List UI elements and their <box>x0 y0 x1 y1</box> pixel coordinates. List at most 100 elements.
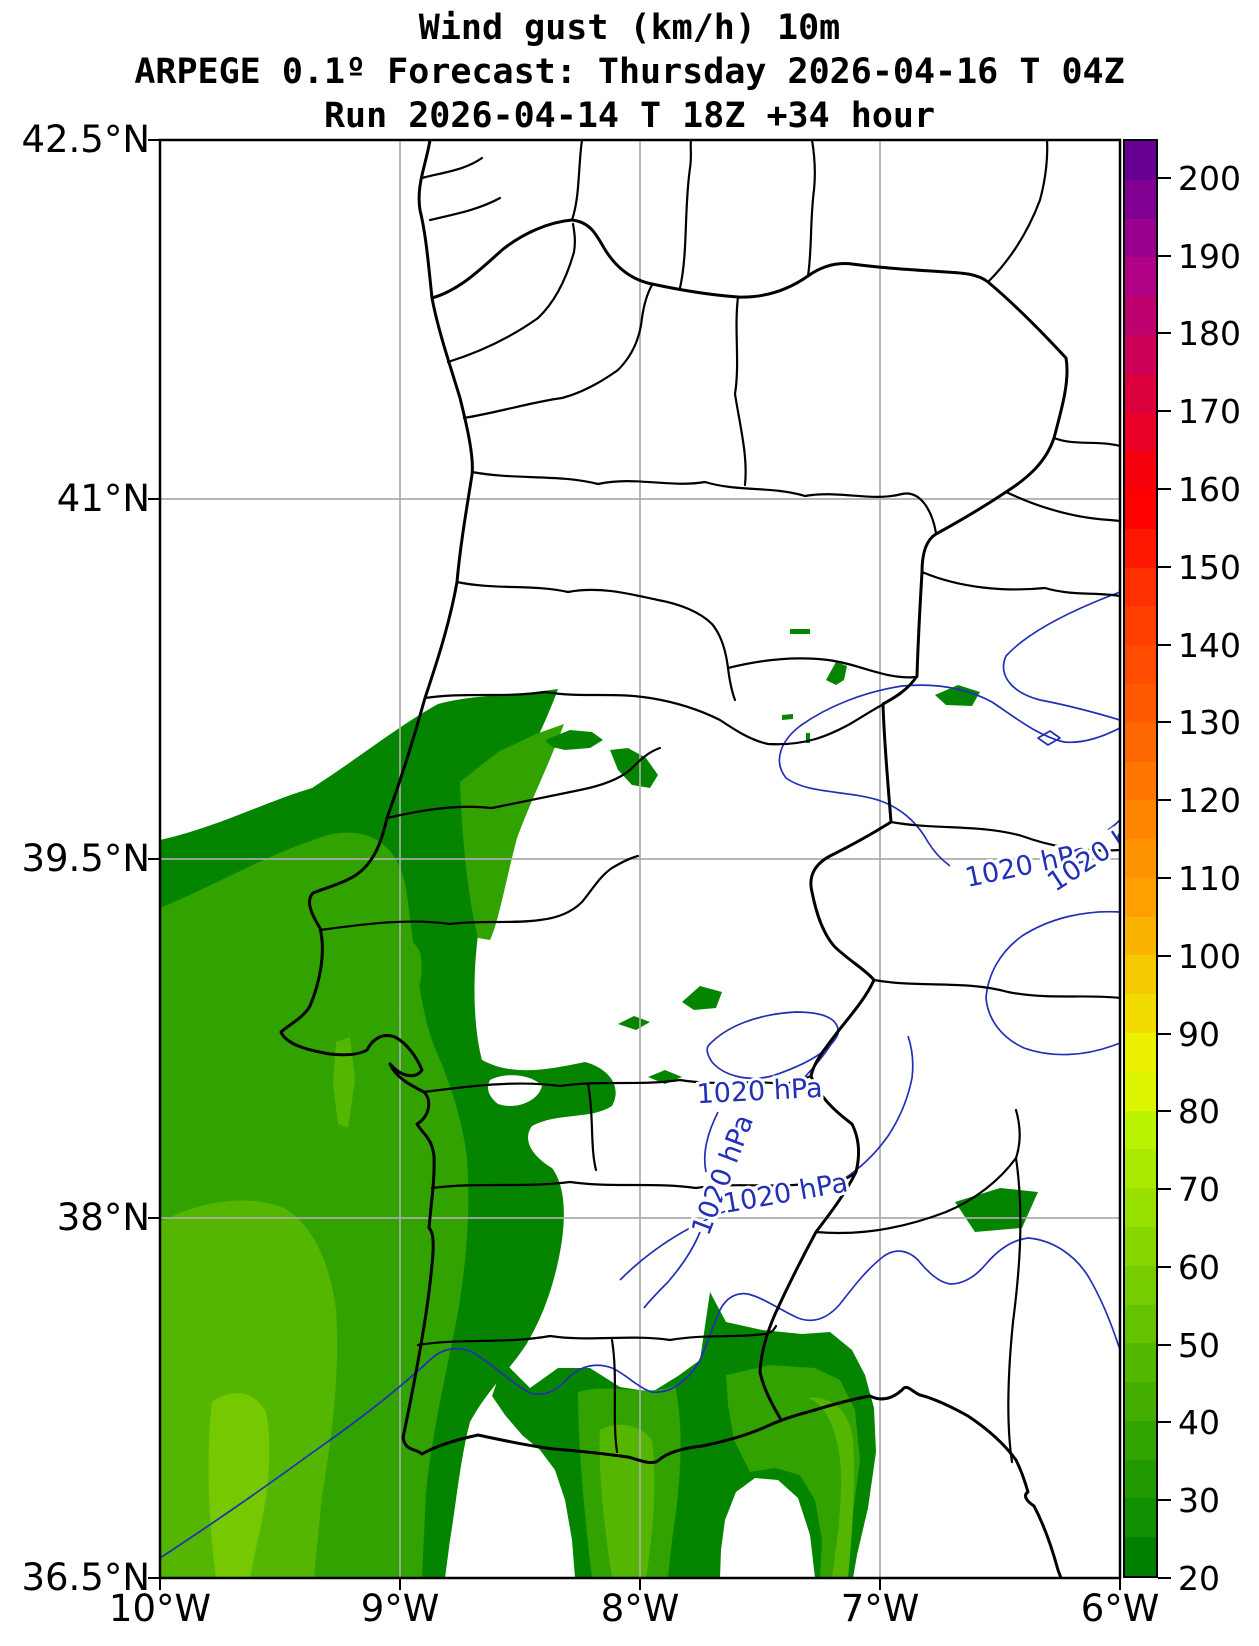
lat-tick-mark <box>148 858 160 860</box>
lat-tick-mark <box>148 498 160 500</box>
colorbar-tick-label: 80 <box>1178 1092 1220 1132</box>
gust-fill-lisbon-30 <box>308 925 422 1026</box>
colorbar-segment <box>1125 489 1156 529</box>
colorbar-tick-label: 50 <box>1178 1325 1220 1365</box>
colorbar-tick-mark <box>1158 1188 1171 1191</box>
lon-tick-mark <box>879 1578 881 1590</box>
lon-tick-label: 8°W <box>600 1587 680 1630</box>
colorbar-segment <box>1125 1497 1156 1538</box>
lon-tick-mark <box>399 1578 401 1590</box>
colorbar-tick-label: 70 <box>1178 1170 1220 1210</box>
colorbar-segment <box>1125 876 1156 917</box>
colorbar-tick-label: 100 <box>1178 936 1241 976</box>
isobar-central-loop <box>706 1011 839 1080</box>
colorbar-segment <box>1125 295 1156 335</box>
lat-tick-mark <box>148 1217 160 1219</box>
colorbar-segment <box>1125 1187 1156 1227</box>
colorbar-segment <box>1125 799 1156 840</box>
plot-subtitle-run: Run 2026-04-14 T 18Z +34 hour <box>323 96 936 136</box>
colorbar-segment <box>1125 954 1156 995</box>
province-borders-spain <box>570 140 1120 1464</box>
gust-patch-leaf2 <box>610 748 658 788</box>
colorbar-tick-mark <box>1158 565 1171 568</box>
colorbar-tick-label: 40 <box>1178 1403 1220 1443</box>
isobar-south-long <box>160 1237 1120 1559</box>
colorbar-segment <box>1125 1148 1156 1189</box>
colorbar-tick-mark <box>1158 876 1171 879</box>
isobar-value-label: 1020 hPa <box>696 1073 823 1111</box>
lon-tick-label: 10°W <box>108 1587 212 1630</box>
map-axes: 1020 hPa 1020 hPa 1020 hPa 1020 hPa 1020 hPa <box>158 138 1122 1580</box>
gust-patch-small-mid <box>682 986 722 1010</box>
colorbar-tick-mark <box>1158 643 1171 646</box>
colorbar <box>1123 139 1158 1578</box>
gust-contour-fills <box>160 629 1038 1578</box>
colorbar-segment <box>1125 256 1156 297</box>
colorbar-tick-mark <box>1158 1499 1171 1502</box>
colorbar-segment <box>1125 1419 1156 1460</box>
ria-inlet-1 <box>420 156 484 180</box>
gust-patch-ne-triangle <box>826 662 847 685</box>
graticule-gridlines <box>160 140 1120 1578</box>
colorbar-segment <box>1125 915 1156 956</box>
lon-tick-mark <box>639 1578 641 1590</box>
colorbar-segment <box>1125 1536 1156 1576</box>
colorbar-segment <box>1125 178 1156 219</box>
gust-fill-tongue-30 <box>460 724 564 940</box>
colorbar-segment <box>1125 760 1156 801</box>
gust-fill-atlantic-40 <box>160 1200 338 1578</box>
colorbar-segment <box>1125 566 1156 607</box>
colorbar-segment <box>1125 993 1156 1034</box>
gust-fill-southband-40e <box>808 1397 855 1578</box>
colorbar-tick-label: 130 <box>1178 703 1241 743</box>
colorbar-segment <box>1125 1032 1156 1072</box>
colorbar-tick-mark <box>1158 1110 1171 1113</box>
isobar-ne-upper <box>799 684 1120 744</box>
gust-patch-ne-diamond <box>935 685 980 706</box>
district-borders-portugal <box>318 222 938 1454</box>
colorbar-segment <box>1125 1109 1156 1150</box>
colorbar-segment <box>1125 333 1156 374</box>
colorbar-tick-label: 20 <box>1178 1559 1220 1598</box>
colorbar-segment <box>1125 140 1156 180</box>
colorbar-tick-mark <box>1158 410 1171 413</box>
gust-patch-se <box>955 1188 1038 1232</box>
lon-tick-mark <box>1119 1578 1121 1590</box>
gust-fill-southband-30e <box>726 1365 860 1578</box>
colorbar-tick-label: 60 <box>1178 1247 1220 1287</box>
colorbar-tick-label: 160 <box>1178 470 1241 510</box>
colorbar-tick-mark <box>1158 488 1171 491</box>
gust-patch-small-diamond2 <box>618 1016 650 1030</box>
isobar-ne-outer <box>1002 591 1120 721</box>
colorbar-tick-mark <box>1158 176 1171 179</box>
gust-patch-leaf1 <box>545 730 603 750</box>
colorbar-tick-label: 170 <box>1178 392 1241 432</box>
colorbar-segment <box>1125 217 1156 258</box>
isobar-ne-diamond <box>1037 730 1061 746</box>
colorbar-segment <box>1125 1303 1156 1344</box>
colorbar-tick-label: 180 <box>1178 314 1241 354</box>
colorbar-tick-mark <box>1158 1343 1171 1346</box>
colorbar-tick-label: 30 <box>1178 1481 1220 1521</box>
colorbar-tick-label: 190 <box>1178 236 1241 276</box>
colorbar-segment <box>1125 682 1156 723</box>
colorbar-segment <box>1125 372 1156 413</box>
lat-tick-mark <box>148 139 160 141</box>
colorbar-tick-mark <box>1158 1421 1171 1424</box>
isobar-value-label: 1020 hPa <box>686 1111 760 1240</box>
coastline-portugal-spain <box>279 140 1063 1578</box>
colorbar-segment <box>1125 644 1156 684</box>
lon-tick-label: 9°W <box>360 1587 440 1630</box>
colorbar-tick-label: 110 <box>1178 858 1241 898</box>
lon-tick-mark <box>159 1578 161 1590</box>
figure-title-block: Wind gust (km/h) 10m ARPEGE 0.1º Forecas… <box>0 6 1259 138</box>
border-portugal-spain <box>430 218 1069 1420</box>
colorbar-tick-label: 200 <box>1178 158 1241 198</box>
gust-fill-atlantic-50 <box>208 1393 270 1578</box>
colorbar-segment <box>1125 605 1156 646</box>
colorbar-tick-mark <box>1158 1577 1171 1579</box>
colorbar-segment <box>1125 1225 1156 1266</box>
